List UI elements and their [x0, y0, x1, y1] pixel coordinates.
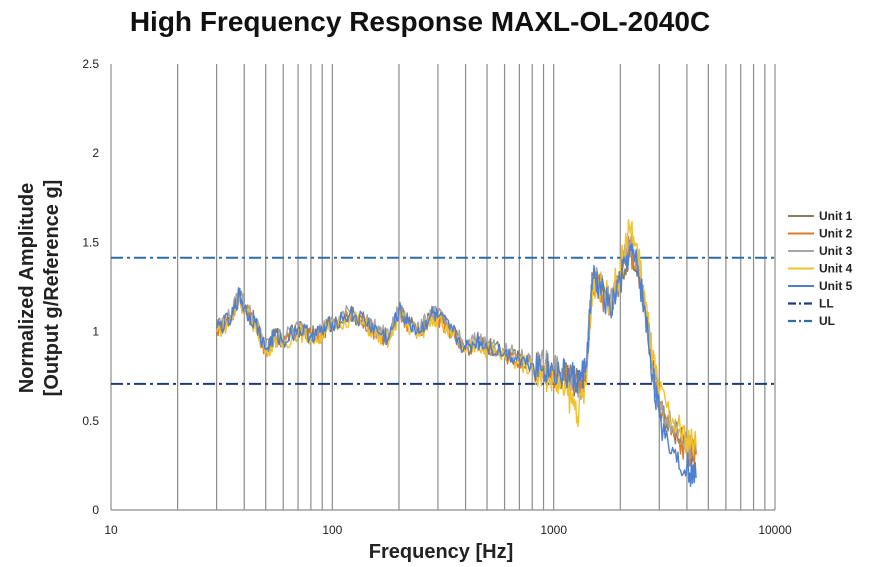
grid-lines [110, 64, 776, 511]
x-tick-label: 10 [104, 523, 118, 537]
y-tick-label: 1.5 [82, 235, 99, 249]
series-lines [215, 219, 697, 487]
y-axis-title-line2: [Output g/Reference g] [41, 180, 63, 397]
series-line-unit-3 [216, 232, 697, 460]
legend-label-unit-5: Unit 5 [819, 279, 853, 293]
x-axis-title: Frequency [Hz] [369, 541, 513, 563]
y-tick-label: 2 [92, 146, 99, 160]
chart-title: High Frequency Response MAXL-OL-2040C [129, 6, 711, 37]
y-tick-label: 0.5 [82, 414, 99, 428]
x-tick-label: 1000 [540, 523, 567, 537]
x-tick-label: 100 [322, 523, 342, 537]
legend: Unit 1 Unit 2 Unit 3 Unit 4 Unit 5 LL UL [788, 209, 853, 328]
legend-label-unit-1: Unit 1 [819, 209, 853, 223]
series-line-unit-1 [215, 236, 697, 465]
legend-label-unit-2: Unit 2 [819, 227, 853, 241]
y-axis-title-line1: Normalized Amplitude [16, 183, 38, 393]
x-tick-labels: 10 100 1000 10000 [104, 523, 792, 537]
y-tick-label: 1 [92, 325, 99, 339]
legend-label-ul: UL [819, 314, 835, 328]
reference-lines [111, 256, 775, 385]
x-tick-label: 10000 [758, 523, 792, 537]
legend-label-unit-4: Unit 4 [819, 262, 853, 276]
y-tick-label: 2.5 [82, 57, 99, 71]
legend-label-unit-3: Unit 3 [819, 244, 853, 258]
series-line-unit-5 [215, 243, 697, 487]
y-tick-label: 0 [92, 503, 99, 517]
legend-label-ll: LL [819, 297, 834, 311]
y-tick-labels: 0 0.5 1 1.5 2 2.5 [82, 57, 99, 517]
